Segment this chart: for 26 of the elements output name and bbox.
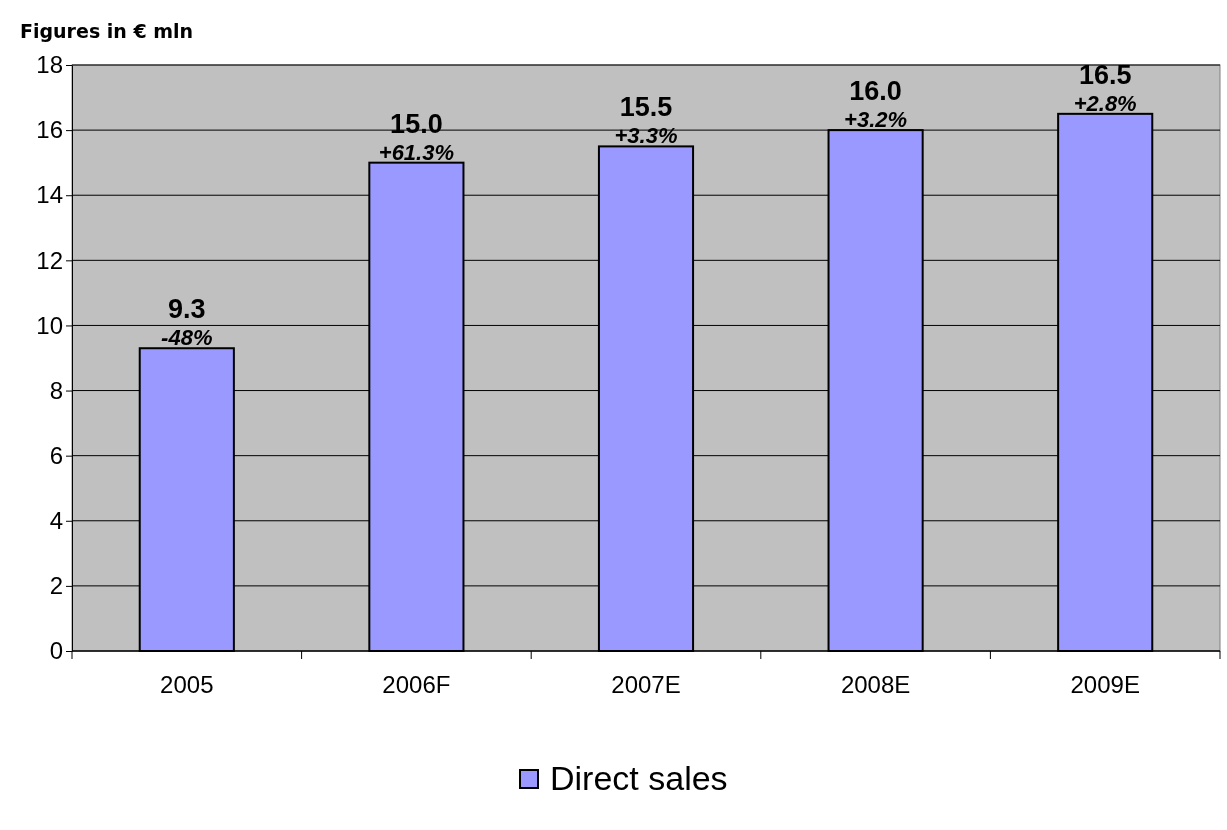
annotation: +61.3% (378, 139, 455, 165)
annotation: +3.2% (844, 107, 908, 133)
x-tick-label: 2009E (1070, 671, 1140, 698)
y-tick-label: 14 (36, 181, 63, 209)
annotation: +2.8% (1073, 90, 1137, 116)
y-tick-label: 10 (36, 311, 63, 339)
annotation: -48% (161, 325, 213, 351)
data-label: 15.5 (619, 92, 673, 123)
x-tick-label: 2005 (160, 671, 214, 698)
y-tick-label: 4 (49, 506, 63, 534)
chart-title: Figures in € mln (20, 20, 194, 42)
x-tick-label: 2007E (611, 671, 681, 698)
data-label: 16.5 (1078, 59, 1132, 90)
x-tick-label: 2006F (382, 671, 451, 698)
y-tick-label: 16 (36, 116, 63, 144)
y-tick-label: 8 (49, 376, 63, 404)
y-tick-label: 18 (36, 51, 63, 79)
y-tick-label: 12 (36, 246, 63, 274)
legend-label: Direct sales (550, 759, 728, 797)
x-tick-label: 2008E (840, 671, 911, 698)
y-tick-label: 2 (49, 572, 63, 600)
y-tick-label: 6 (49, 441, 63, 469)
data-label: 16.0 (849, 76, 902, 107)
y-tick-label: 0 (49, 637, 63, 665)
data-label: 9.3 (168, 294, 206, 325)
annotation: +3.3% (614, 123, 678, 149)
